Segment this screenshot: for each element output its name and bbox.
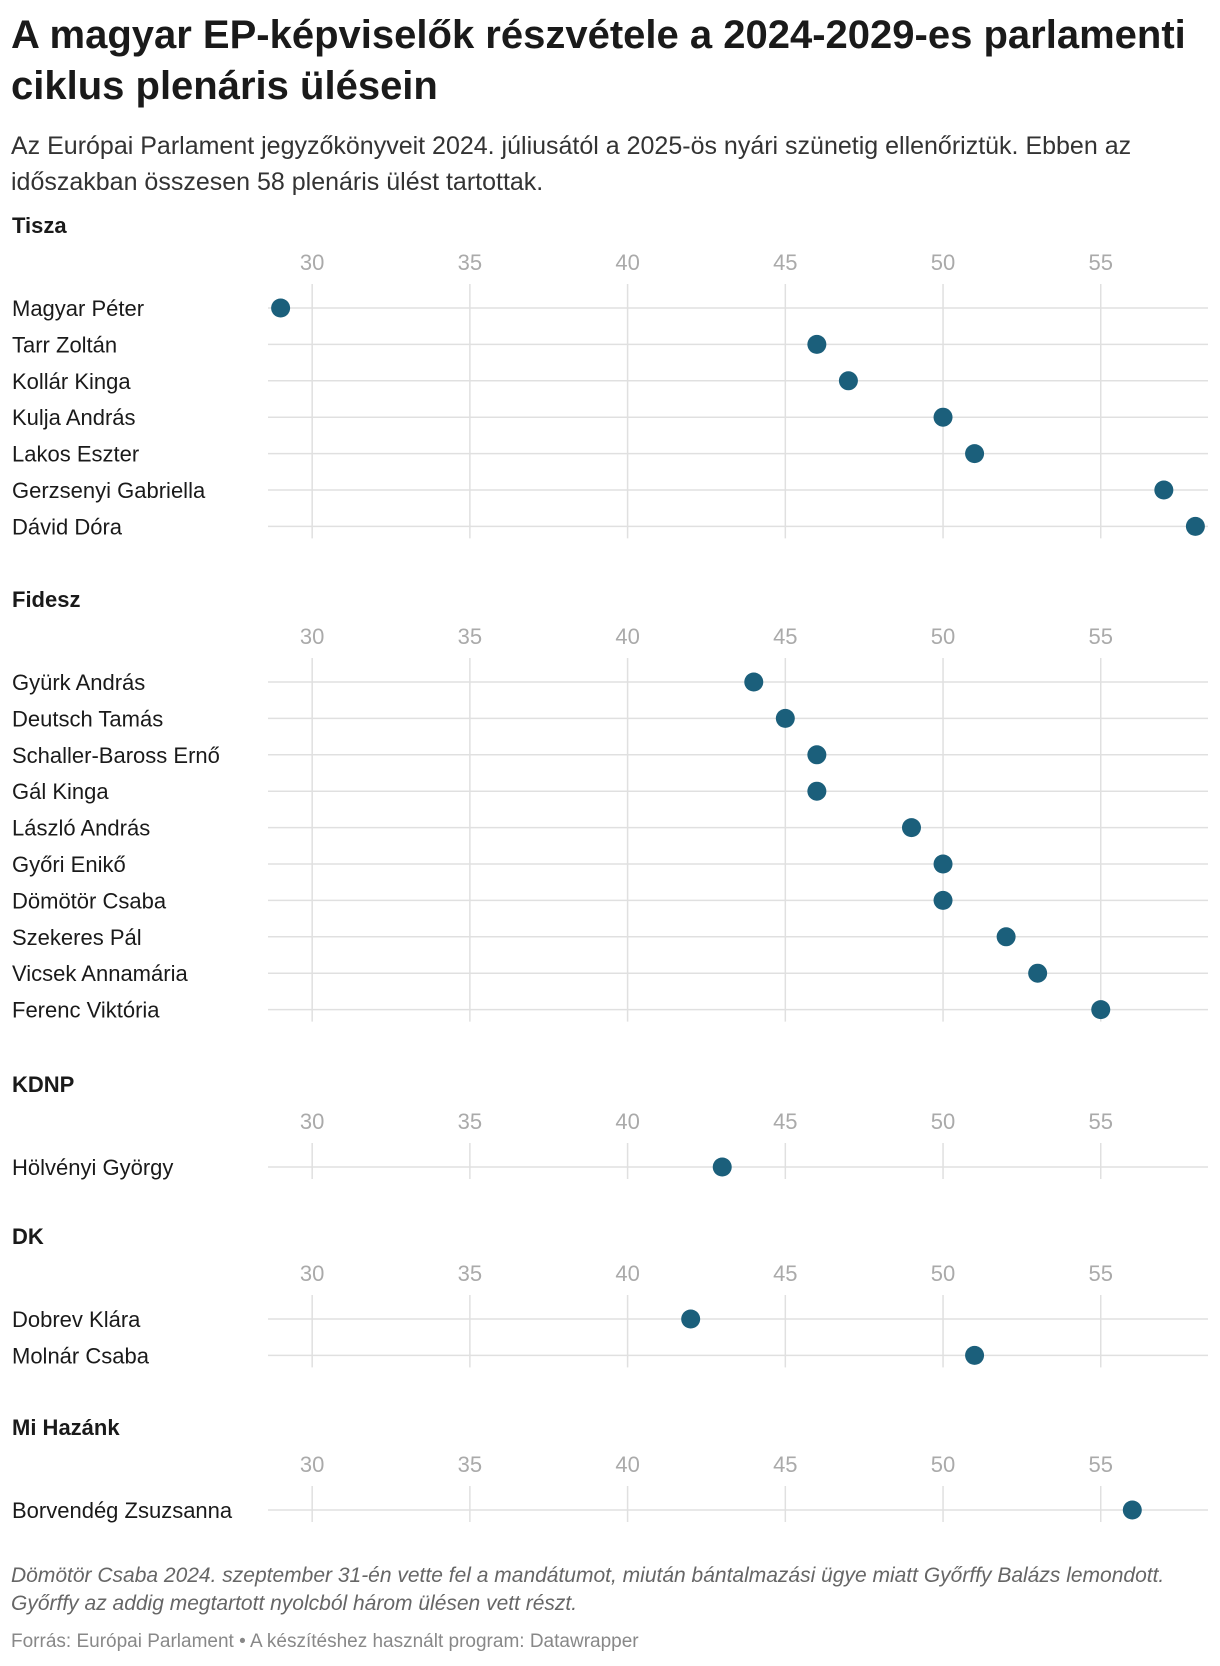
row-label: Lakos Eszter: [12, 442, 139, 467]
x-tick-label: 50: [931, 1109, 955, 1134]
x-tick-label: 35: [458, 1109, 482, 1134]
x-tick-label: 30: [300, 624, 324, 649]
group-title: DK: [12, 1224, 44, 1249]
x-tick-label: 50: [931, 1452, 955, 1477]
data-point: [933, 407, 953, 427]
data-point: [681, 1309, 701, 1329]
x-tick-label: 35: [458, 1261, 482, 1286]
group-title: Fidesz: [12, 587, 80, 612]
row-label: Dömötör Csaba: [12, 888, 167, 913]
x-tick-label: 40: [615, 250, 639, 275]
x-tick-label: 50: [931, 250, 955, 275]
chart-group: Fidesz 30 35 40 45 50 55 Gyürk András Deutsch Ta…: [12, 587, 1208, 1023]
x-tick-label: 45: [773, 250, 797, 275]
row-label: László András: [12, 816, 150, 841]
data-point: [712, 1157, 732, 1177]
x-tick-label: 35: [458, 1452, 482, 1477]
data-point: [807, 781, 827, 801]
chart-group: KDNP 30 35 40 45 50 55 Hölvényi György: [12, 1072, 1208, 1180]
chart-source: Forrás: Európai Parlament • A készítéshe…: [11, 1631, 639, 1652]
row-label: Kollár Kinga: [12, 369, 131, 394]
chart-title: A magyar EP-képviselők részvétele a 2024…: [11, 13, 1186, 108]
row-label: Magyar Péter: [12, 296, 144, 321]
x-tick-label: 40: [615, 1261, 639, 1286]
x-tick-label: 45: [773, 1452, 797, 1477]
row-label: Kulja András: [12, 405, 136, 430]
chart-notes: Dömötör Csaba 2024. szeptember 31-én vet…: [11, 1564, 1165, 1615]
x-tick-label: 30: [300, 250, 324, 275]
row-label: Deutsch Tamás: [12, 706, 163, 731]
x-tick-label: 30: [300, 1261, 324, 1286]
data-point: [1028, 963, 1048, 983]
row-label: Dobrev Klára: [12, 1307, 141, 1332]
data-point: [807, 745, 827, 765]
x-tick-label: 40: [615, 1452, 639, 1477]
row-label: Győri Enikő: [12, 852, 126, 877]
group-title: Mi Hazánk: [12, 1415, 120, 1440]
data-point: [744, 672, 764, 692]
x-tick-label: 55: [1089, 1261, 1113, 1286]
chart-group: Mi Hazánk 30 35 40 45 50 55 Borvendég Zsuzsanna: [12, 1415, 1208, 1523]
row-label: Gyürk András: [12, 670, 145, 695]
data-point: [807, 334, 827, 354]
row-label: Szekeres Pál: [12, 925, 142, 950]
row-label: Tarr Zoltán: [12, 332, 117, 357]
chart-subtitle: Az Európai Parlament jegyzőkönyveit 2024…: [11, 132, 1132, 196]
chart-group: DK 30 35 40 45 50 55 Dobrev Klára Molnár Csaba: [12, 1224, 1208, 1368]
data-point: [271, 298, 291, 318]
data-point: [1091, 1000, 1111, 1020]
data-point: [1185, 516, 1205, 536]
data-point: [965, 444, 985, 464]
row-label: Hölvényi György: [12, 1155, 173, 1180]
group-title: KDNP: [12, 1072, 74, 1097]
row-label: Gál Kinga: [12, 779, 109, 804]
x-tick-label: 45: [773, 1109, 797, 1134]
row-label: Vicsek Annamária: [12, 961, 188, 986]
group-title: Tisza: [12, 213, 67, 238]
data-point: [901, 818, 921, 838]
row-label: Molnár Csaba: [12, 1343, 150, 1368]
x-tick-label: 35: [458, 624, 482, 649]
data-point: [775, 708, 795, 728]
x-tick-label: 55: [1089, 624, 1113, 649]
x-tick-label: 30: [300, 1452, 324, 1477]
x-tick-label: 45: [773, 624, 797, 649]
x-tick-label: 35: [458, 250, 482, 275]
data-point: [933, 890, 953, 910]
chart-group: Tisza 30 35 40 45 50 55 Magyar Péter Tarr Zoltán…: [12, 213, 1208, 539]
x-tick-label: 45: [773, 1261, 797, 1286]
row-label: Dávid Dóra: [12, 514, 123, 539]
x-tick-label: 40: [615, 624, 639, 649]
data-point: [965, 1345, 985, 1365]
x-tick-label: 40: [615, 1109, 639, 1134]
row-label: Schaller-Baross Ernő: [12, 743, 220, 768]
x-tick-label: 50: [931, 1261, 955, 1286]
x-tick-label: 55: [1089, 250, 1113, 275]
x-tick-label: 50: [931, 624, 955, 649]
row-label: Gerzsenyi Gabriella: [12, 478, 206, 503]
row-label: Ferenc Viktória: [12, 998, 160, 1023]
x-tick-label: 30: [300, 1109, 324, 1134]
data-point: [1122, 1500, 1142, 1520]
x-tick-label: 55: [1089, 1452, 1113, 1477]
data-point: [838, 371, 858, 391]
x-tick-label: 55: [1089, 1109, 1113, 1134]
data-point: [933, 854, 953, 874]
row-label: Borvendég Zsuzsanna: [12, 1498, 233, 1523]
data-point: [1154, 480, 1174, 500]
data-point: [996, 927, 1016, 947]
